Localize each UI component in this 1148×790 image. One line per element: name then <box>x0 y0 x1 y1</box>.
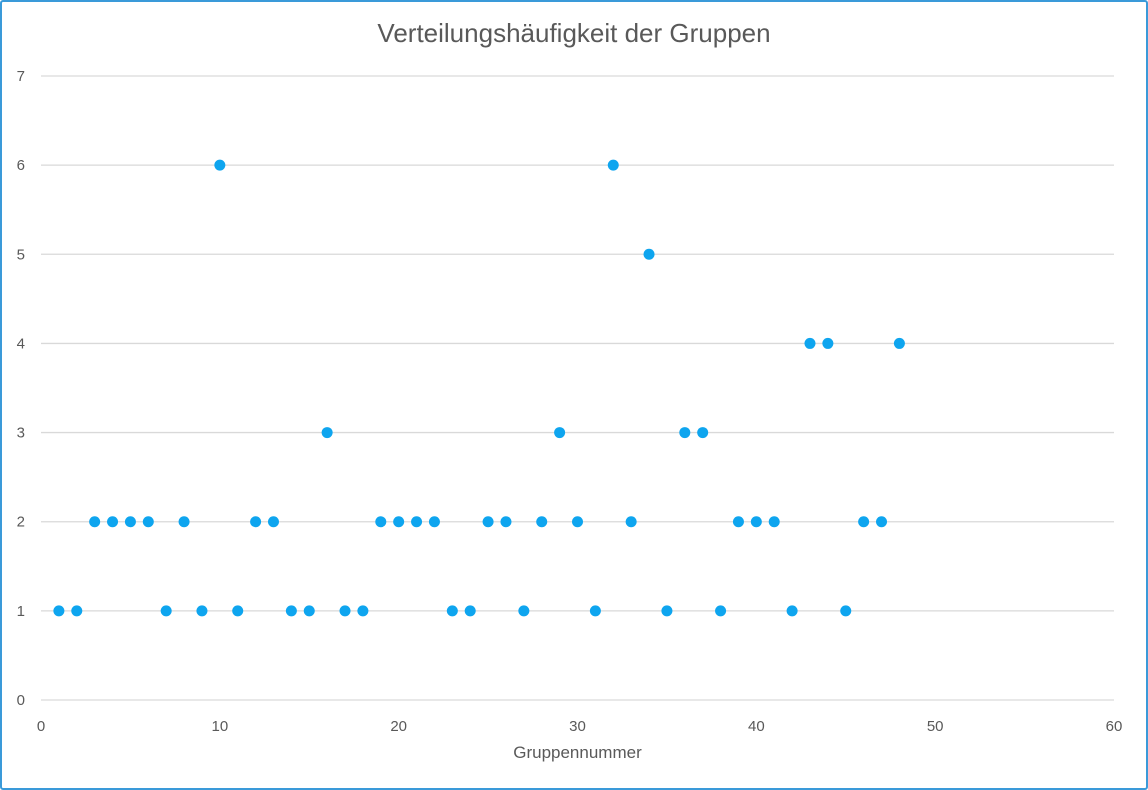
data-point <box>786 605 798 617</box>
data-point <box>357 605 369 617</box>
y-tick-label: 5 <box>17 246 25 263</box>
y-tick-label: 2 <box>17 514 25 531</box>
data-point <box>768 516 780 528</box>
data-point <box>607 159 619 171</box>
data-point <box>822 337 834 349</box>
data-point <box>661 605 673 617</box>
data-point <box>321 427 333 439</box>
x-tick-label: 30 <box>569 718 586 735</box>
data-point <box>214 159 226 171</box>
x-tick-label: 0 <box>37 718 45 735</box>
y-tick-label: 1 <box>17 603 25 620</box>
data-point <box>804 337 816 349</box>
data-point <box>876 516 888 528</box>
data-point <box>482 516 494 528</box>
x-tick-label: 40 <box>748 718 765 735</box>
data-point <box>750 516 762 528</box>
y-tick-labels: 0 1 2 3 4 5 6 7 <box>17 68 25 709</box>
data-point <box>840 605 852 617</box>
data-point <box>124 516 136 528</box>
data-point <box>53 605 65 617</box>
y-tick-label: 4 <box>17 335 25 352</box>
y-tick-label: 3 <box>17 425 25 442</box>
data-point <box>679 427 691 439</box>
data-point <box>393 516 405 528</box>
data-point <box>428 516 440 528</box>
data-point <box>893 337 905 349</box>
data-point <box>697 427 709 439</box>
data-point <box>446 605 458 617</box>
data-point <box>89 516 101 528</box>
x-tick-labels: 0 10 20 30 40 50 60 <box>37 718 1123 735</box>
data-point <box>178 516 190 528</box>
data-point <box>303 605 315 617</box>
data-point <box>232 605 244 617</box>
data-point <box>536 516 548 528</box>
data-point <box>643 248 655 260</box>
data-points <box>53 159 905 617</box>
data-point <box>715 605 727 617</box>
x-tick-label: 60 <box>1106 718 1123 735</box>
data-point <box>518 605 530 617</box>
data-point <box>250 516 262 528</box>
y-tick-label: 7 <box>17 68 25 85</box>
data-point <box>589 605 601 617</box>
data-point <box>267 516 279 528</box>
data-point <box>160 605 172 617</box>
data-point <box>107 516 119 528</box>
x-tick-label: 10 <box>211 718 228 735</box>
y-tick-label: 6 <box>17 157 25 174</box>
x-axis-label: Gruppennummer <box>513 743 642 762</box>
data-point <box>500 516 512 528</box>
y-tick-label: 0 <box>17 692 25 709</box>
x-tick-label: 20 <box>390 718 407 735</box>
data-point <box>142 516 154 528</box>
data-point <box>625 516 637 528</box>
data-point <box>732 516 744 528</box>
data-point <box>285 605 297 617</box>
data-point <box>196 605 208 617</box>
data-point <box>858 516 870 528</box>
data-point <box>554 427 566 439</box>
x-tick-label: 50 <box>927 718 944 735</box>
data-point <box>71 605 83 617</box>
data-point <box>464 605 476 617</box>
data-point <box>339 605 351 617</box>
data-point <box>375 516 387 528</box>
data-point <box>572 516 583 528</box>
chart-title: Verteilungshäufigkeit der Gruppen <box>377 18 771 48</box>
data-point <box>411 516 423 528</box>
